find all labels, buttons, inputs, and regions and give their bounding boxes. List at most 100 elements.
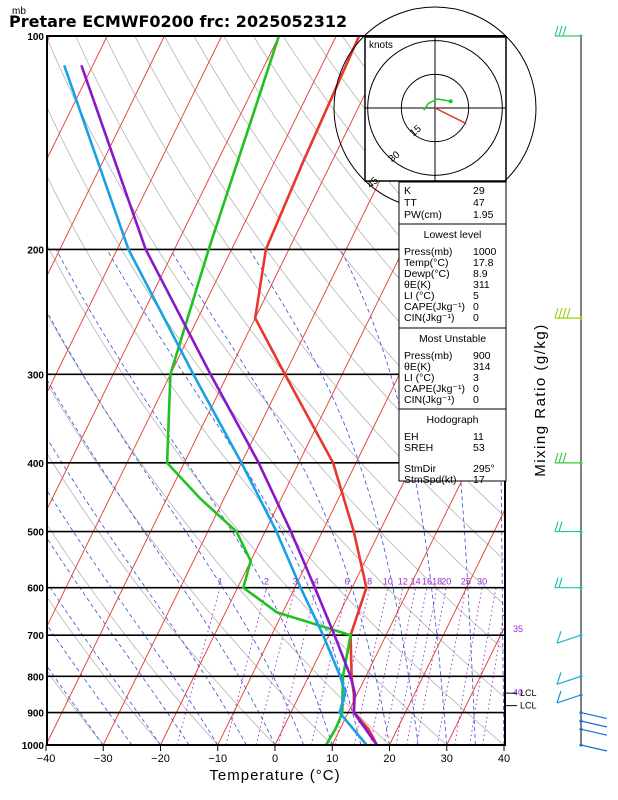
table-row-value: 900: [473, 350, 491, 362]
table-row-label: CIN(Jkg⁻¹): [404, 312, 454, 324]
virtual-parcel-line: [62, 64, 368, 745]
table-row-value: 17.8: [473, 257, 494, 269]
table-row-value: 0: [473, 394, 479, 406]
wind-barb: [556, 672, 583, 685]
dry-adiabat: [47, 175, 505, 745]
wind-barb: [554, 452, 583, 465]
mixing-ratio-line: [469, 587, 497, 745]
y-tick-label: 300: [27, 370, 44, 381]
table-row-value: 0: [473, 312, 479, 324]
table-row-label: StmDir: [404, 463, 437, 475]
mixing-ratio-line: [436, 587, 467, 745]
mixing-ratio-label: 1: [218, 577, 223, 587]
y-tick-label: 400: [27, 459, 44, 470]
wind-barb: [556, 690, 583, 704]
pressure-unit-label: mb: [12, 6, 26, 17]
table-row-label: SREH: [404, 442, 433, 454]
dry-adiabat: [164, 36, 505, 475]
isotherm: [47, 36, 280, 511]
table-row-label: EH: [404, 431, 419, 443]
isotherm: [47, 36, 337, 628]
table-row-label: LI (°C): [404, 290, 434, 302]
table-row-value: 314: [473, 361, 491, 373]
x-tick-label: 20: [383, 753, 395, 765]
mixing-ratio-axis-label: Mixing Ratio (g/kg): [532, 323, 549, 477]
wind-profile: [554, 25, 608, 752]
chart-title: Pretare ECMWF0200 frc: 2025052312: [9, 12, 347, 31]
background-lines: [47, 36, 505, 745]
table-row-value: 1000: [473, 246, 497, 258]
x-tick-label: 10: [326, 753, 338, 765]
y-tick-label: 600: [27, 584, 44, 595]
wind-barb: [579, 719, 608, 728]
hodograph-units: knots: [369, 40, 393, 51]
y-tick-label: 900: [27, 709, 44, 720]
axes: −40 −30 −20 −10 0 10 20 30 401000900800700600500…: [22, 32, 510, 765]
x-tick-label: −20: [151, 753, 170, 765]
mixing-ratio-label: 3: [293, 577, 298, 587]
wind-barb: [554, 521, 583, 534]
table-row-value: 29: [473, 185, 485, 197]
table-row-value: 295°: [473, 463, 495, 475]
table-row-label: Dewp(°C): [404, 268, 450, 280]
moist-adiabat: [47, 537, 190, 745]
x-tick-label: −40: [37, 753, 56, 765]
wind-barb: [579, 743, 608, 752]
table-row-value: 47: [473, 197, 485, 209]
table-row-label: CIN(Jkg⁻¹): [404, 394, 454, 406]
moist-adiabat: [169, 249, 390, 745]
table-section-header: Hodograph: [427, 414, 479, 426]
dry-adiabat: [47, 670, 104, 745]
table-section-header: Lowest level: [424, 229, 482, 241]
x-tick-label: −30: [94, 753, 113, 765]
mixing-ratio-label: 2: [264, 577, 269, 587]
table-row-label: Temp(°C): [404, 257, 448, 269]
table-section: [398, 223, 507, 329]
table-row-label: CAPE(Jkg⁻¹): [404, 301, 465, 313]
mixing-ratio-line: [482, 604, 505, 745]
table-row-label: Press(mb): [404, 246, 452, 258]
moist-adiabat: [47, 624, 133, 745]
table-row-label: Press(mb): [404, 350, 452, 362]
indices-table: K 29 TT 47 PW(cm) 1.95 Lowest level Press(mb) 10…: [398, 181, 507, 486]
dry-adiabat: [47, 596, 161, 745]
wind-barb: [554, 307, 583, 320]
y-tick-label: 500: [27, 528, 44, 539]
table-row-label: CAPE(Jkg⁻¹): [404, 383, 465, 395]
table-row-value: 1.95: [473, 209, 494, 221]
table-row-label: LI (°C): [404, 372, 434, 384]
isotherm: [217, 157, 505, 745]
dry-adiabat: [104, 36, 505, 561]
table-section: [398, 408, 507, 482]
mixing-ratio-line: [383, 587, 417, 745]
wind-barb: [579, 710, 608, 720]
table-row-value: 17: [473, 474, 485, 486]
mixing-ratio-label: 10: [383, 577, 393, 587]
dry-adiabat: [193, 36, 505, 433]
hodograph-ring: [400, 73, 470, 143]
parcel-line: [80, 64, 378, 745]
table-row-label: PW(cm): [404, 209, 442, 221]
mixing-ratio-label: 20: [441, 577, 451, 587]
mixing-ratio-line: [395, 587, 428, 745]
y-tick-label: 200: [27, 245, 44, 256]
mixing-ratio-label: 16: [422, 577, 432, 587]
table-row-label: StmSpd(kt): [404, 474, 457, 486]
moist-adiabat: [248, 249, 419, 745]
table-row-label: θE(K): [404, 361, 431, 373]
x-tick-label: 0: [272, 753, 278, 765]
table-row-value: 0: [473, 383, 479, 395]
table-section: [398, 327, 507, 410]
table-row-value: 311: [473, 279, 490, 291]
table-section: [398, 181, 507, 225]
x-tick-label: 40: [498, 753, 510, 765]
moist-adiabat: [340, 249, 448, 745]
mixing-ratio-line: [406, 587, 438, 745]
mixing-ratio-line: [310, 587, 348, 745]
table-section-header: Most Unstable: [419, 333, 486, 345]
table-row-label: θE(K): [404, 279, 431, 291]
moist-adiabat: [47, 665, 104, 745]
mixing-ratio-label: 12: [398, 577, 408, 587]
